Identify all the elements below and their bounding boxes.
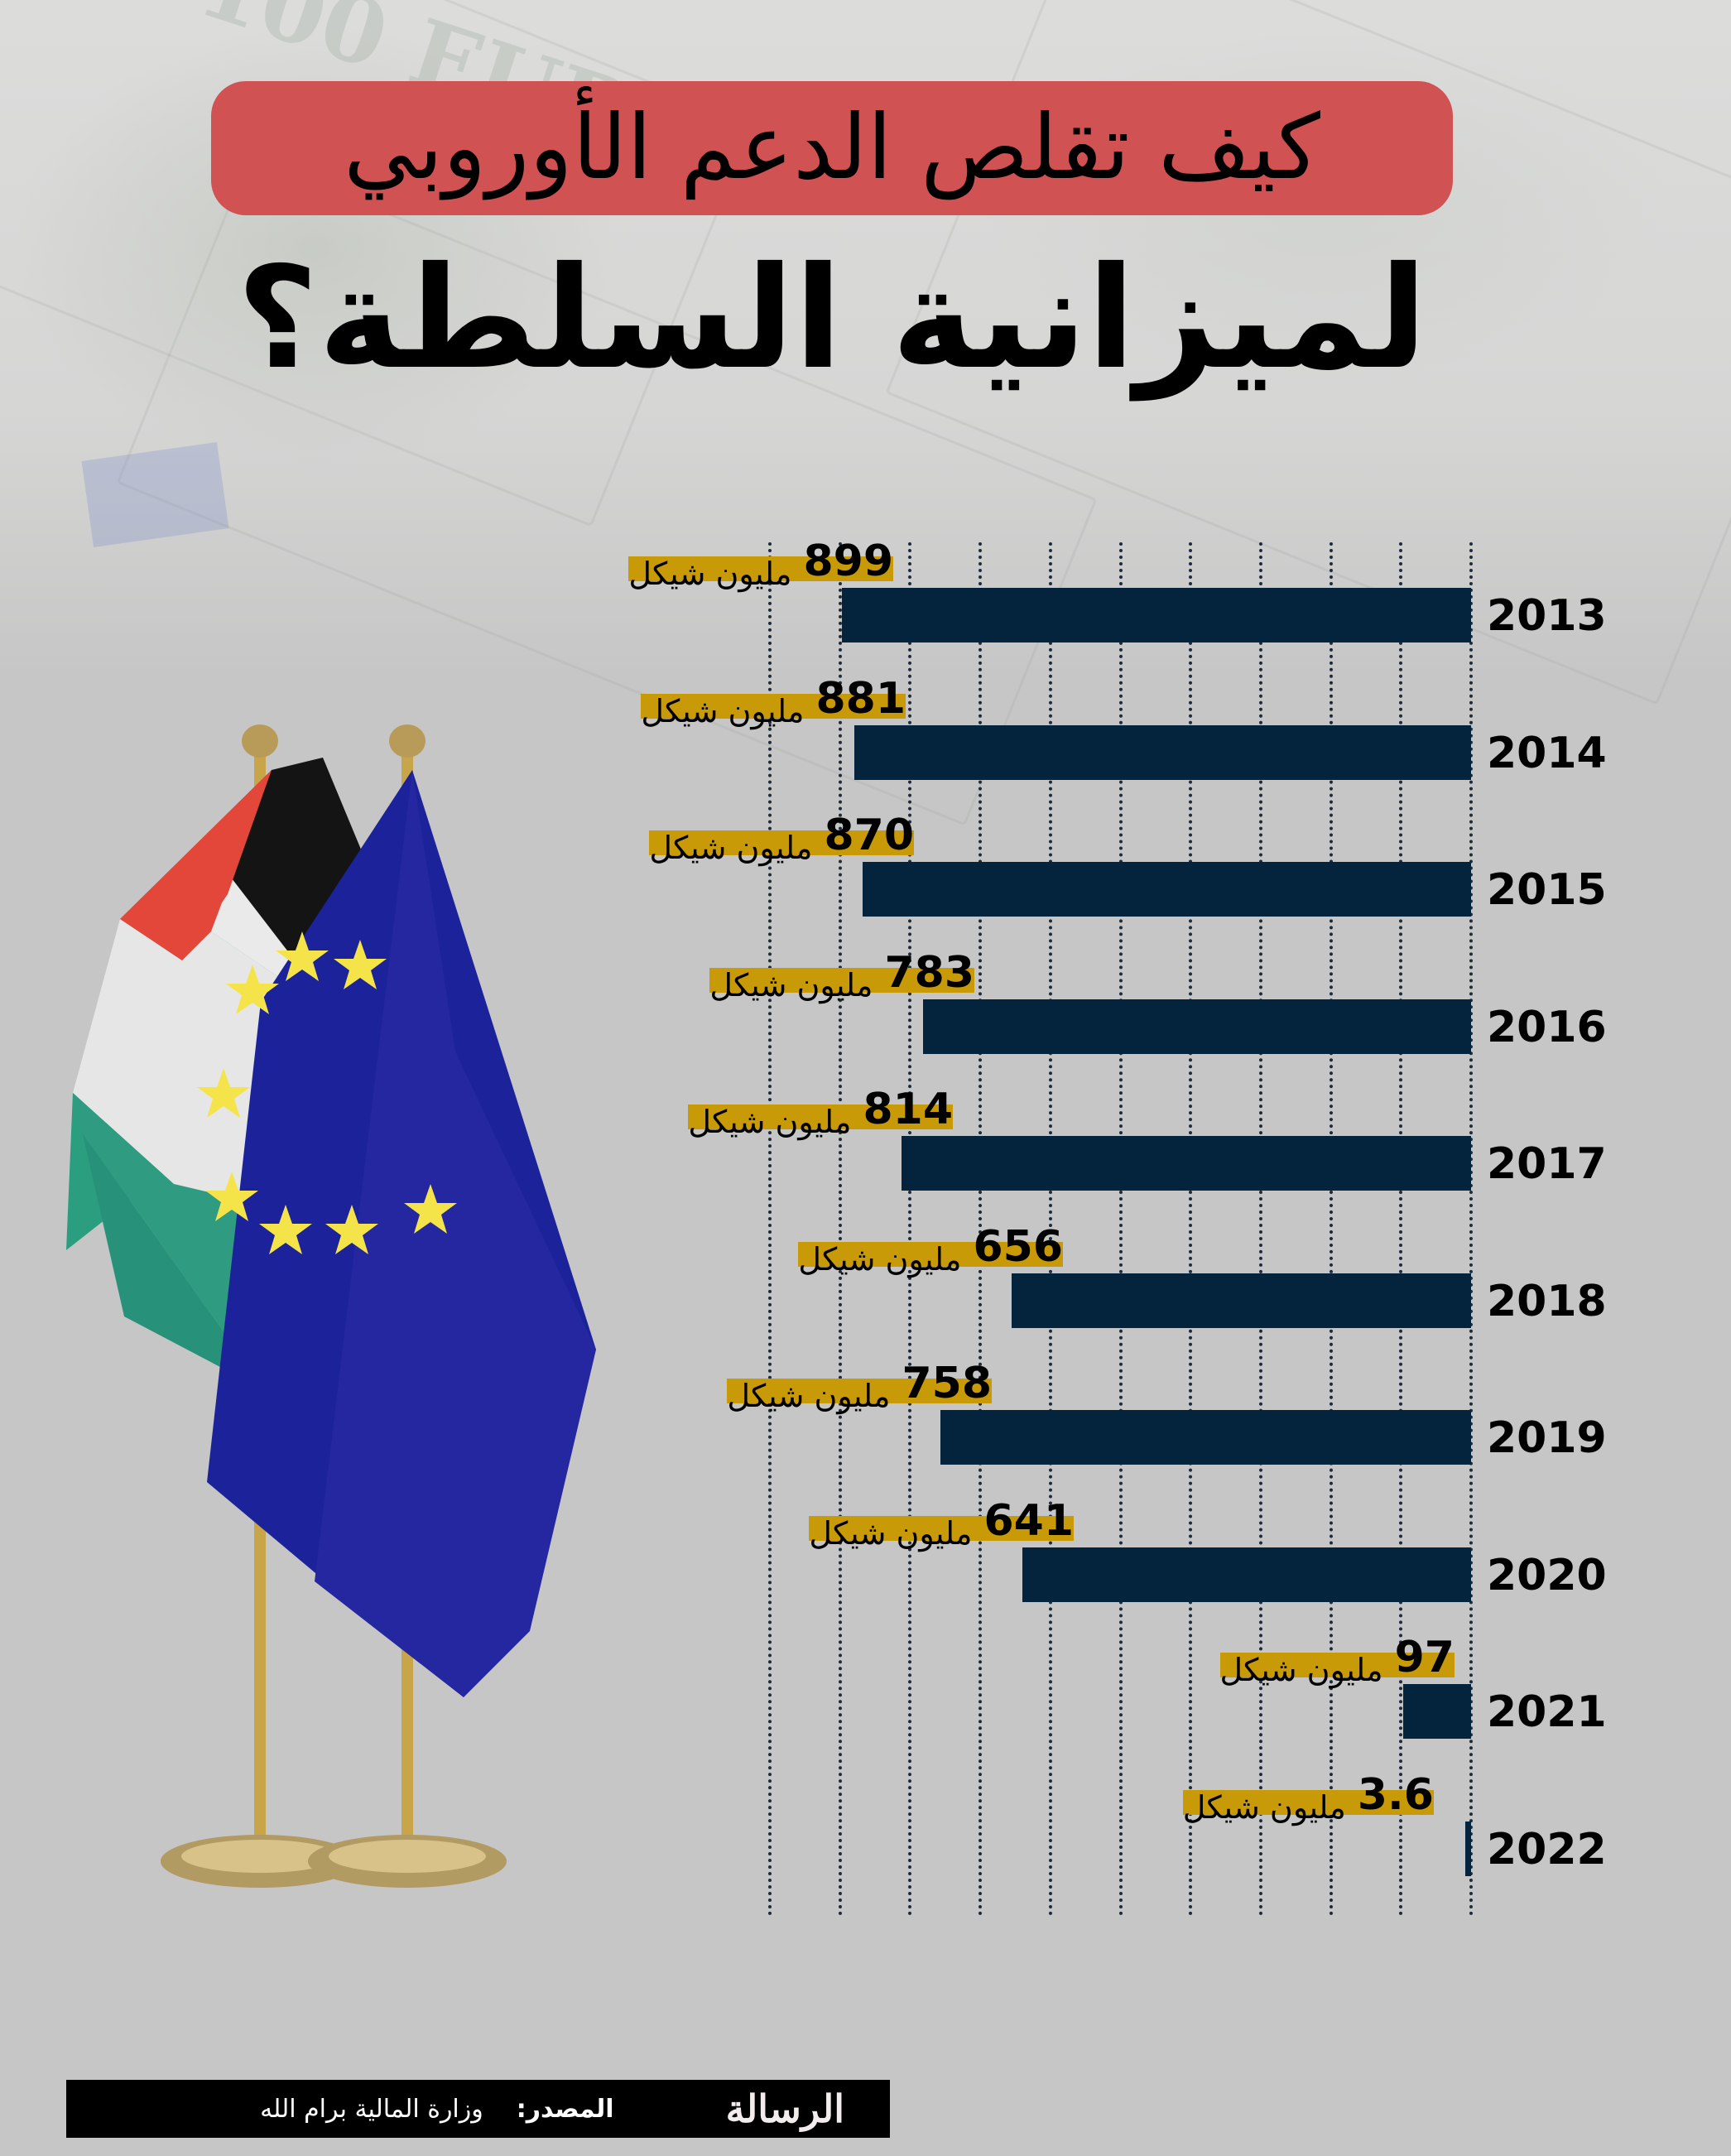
bar-2020 [1022,1547,1471,1602]
unit-text: مليون شيكل [809,1515,973,1552]
year-label: 2016 [1487,1003,1607,1052]
source-value: وزارة المالية برام الله [260,2094,483,2124]
source-label: المصدر: [516,2094,614,2124]
bar-2018 [1012,1273,1471,1328]
value-label: 656 مليون شيكل [798,1219,1063,1275]
value-number: 870 [824,811,914,860]
label-highlight [1182,1790,1434,1815]
unit-text: مليون شيكل [798,1241,962,1278]
flags-illustration [66,724,596,1888]
unit-text: مليون شيكل [1219,1652,1383,1688]
label-highlight [709,968,974,993]
unit-text: مليون شيكل [641,693,805,729]
value-number: 783 [884,948,974,998]
bar-2014 [854,725,1471,780]
gridline [1189,542,1193,1917]
value-label: 870 مليون شيكل [649,807,914,864]
eu-stars [197,931,457,1254]
value-label: 3.6 مليون شيكل [1182,1767,1434,1823]
year-label: 2017 [1487,1139,1607,1189]
title-pill: كيف تقلص الدعم الأوروبي [211,81,1453,215]
gridline [1469,542,1473,1917]
unit-text: مليون شيكل [649,830,813,866]
gridline [838,542,842,1917]
bar-2021 [1403,1684,1471,1739]
bar-2017 [902,1136,1471,1191]
year-label: 2021 [1487,1687,1607,1737]
label-highlight [641,694,906,719]
publisher-logo: الرسالة [725,2086,847,2131]
year-label: 2020 [1487,1551,1607,1600]
value-number: 758 [902,1359,992,1408]
value-number: 3.6 [1357,1770,1434,1820]
bar-2019 [940,1410,1471,1465]
gridline [1048,542,1052,1917]
year-label: 2018 [1487,1277,1607,1326]
year-label: 2013 [1487,591,1607,641]
footer-bar: الرسالة المصدر: وزارة المالية برام الله [66,2080,890,2138]
value-number: 656 [973,1222,1063,1272]
bar-2015 [863,862,1471,917]
label-highlight [727,1379,992,1403]
bar-2013 [842,588,1471,642]
value-number: 814 [863,1085,953,1134]
value-label: 97 مليون شيكل [1219,1629,1455,1686]
unit-text: مليون شيكل [727,1378,891,1414]
value-label: 899 مليون شيكل [628,533,893,590]
unit-text: مليون شيكل [688,1104,852,1140]
gridline [1258,542,1262,1917]
title-line-2: لميزانية السلطة؟ [236,237,1431,401]
unit-text: مليون شيكل [709,967,873,1003]
bar-2022 [1465,1822,1471,1876]
gridline [1329,542,1333,1917]
label-highlight [628,556,893,581]
value-label: 814 مليون شيكل [688,1081,953,1138]
gridline [768,542,772,1917]
title-line-1: كيف تقلص الدعم الأوروبي [344,96,1322,200]
value-number: 881 [815,674,906,724]
gridline [1399,542,1403,1917]
value-number: 641 [983,1496,1074,1546]
bar-2016 [923,999,1471,1054]
year-label: 2019 [1487,1413,1607,1463]
value-label: 783 مليون شيكل [709,945,974,1001]
label-highlight [1219,1653,1455,1677]
label-highlight [649,830,914,855]
gridline [978,542,983,1917]
unit-text: مليون شيكل [628,556,792,592]
value-label: 758 مليون شيكل [727,1355,992,1412]
value-number: 97 [1394,1633,1455,1682]
value-label: 641 مليون شيكل [809,1493,1074,1549]
unit-text: مليون شيكل [1182,1789,1346,1826]
gridline [908,542,912,1917]
label-highlight [809,1516,1074,1541]
label-highlight [688,1104,953,1129]
eu-flag [207,724,596,1888]
gridline [1118,542,1123,1917]
year-label: 2015 [1487,865,1607,915]
label-highlight [798,1242,1063,1267]
value-number: 899 [803,537,893,586]
year-label: 2014 [1487,729,1607,778]
year-label: 2022 [1487,1825,1607,1874]
value-label: 881 مليون شيكل [641,671,906,727]
